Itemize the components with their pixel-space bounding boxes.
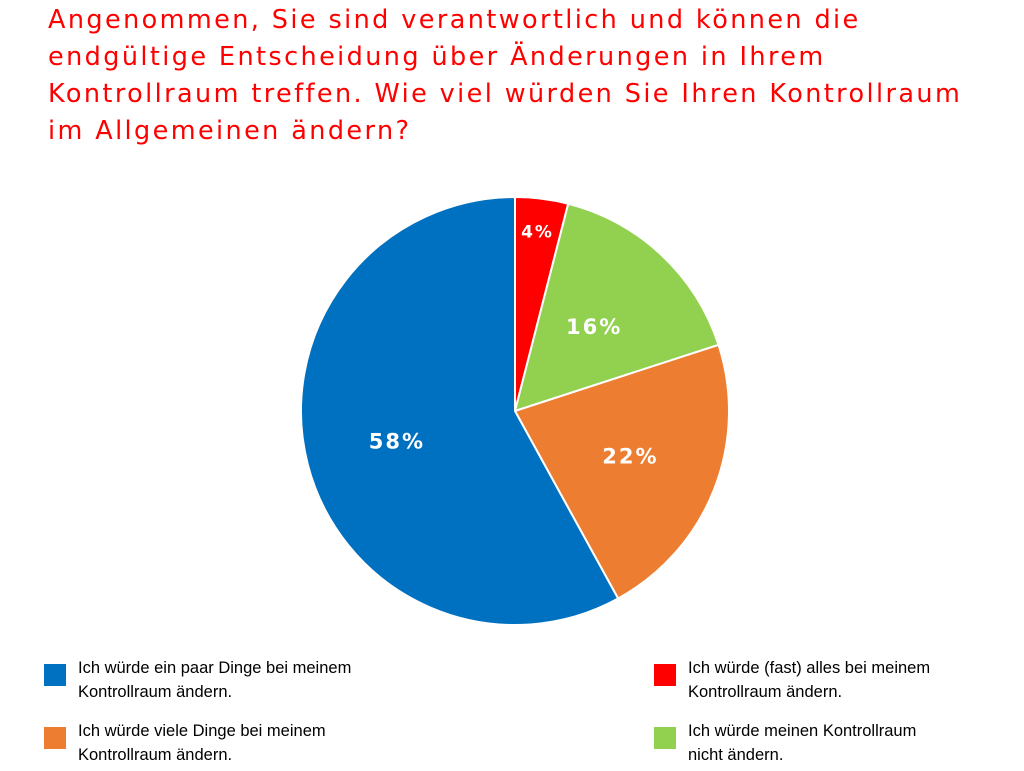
chart-title: Angenommen, Sie sind verantwortlich und … <box>48 5 963 146</box>
pie-slice-22pct <box>513 343 730 600</box>
legend-swatch-orange <box>44 727 66 749</box>
legend-swatch-blue <box>44 664 66 686</box>
legend-item-viele-dinge: Ich würde viele Dinge bei meinem Kontrol… <box>44 719 408 767</box>
slice-label-22pct: 22% <box>602 445 658 469</box>
pie-slice-16pct <box>513 202 720 413</box>
legend-label-nicht-aendern: Ich würde meinen Kontrollraum nicht ände… <box>688 722 917 764</box>
legend-item-nicht-aendern: Ich würde meinen Kontrollraum nicht ände… <box>654 719 1018 767</box>
legend-label-viele-dinge: Ich würde viele Dinge bei meinem Kontrol… <box>78 722 326 764</box>
legend-label-fast-alles: Ich würde (fast) alles bei meinem Kontro… <box>688 659 931 701</box>
pie-chart: 4% 16% 22% 58% <box>300 195 730 626</box>
legend-swatch-red <box>654 664 676 686</box>
legend-label-ein-paar-dinge: Ich würde ein paar Dinge bei meinem Kont… <box>78 659 352 701</box>
legend-item-fast-alles: Ich würde (fast) alles bei meinem Kontro… <box>654 656 1018 704</box>
slice-label-4pct: 4% <box>521 223 554 243</box>
legend-item-ein-paar-dinge: Ich würde ein paar Dinge bei meinem Kont… <box>44 656 408 704</box>
slice-label-58pct: 58% <box>369 429 425 453</box>
legend-swatch-green <box>654 727 676 749</box>
pie-slice-58pct <box>300 195 620 626</box>
slice-label-16pct: 16% <box>566 315 622 339</box>
